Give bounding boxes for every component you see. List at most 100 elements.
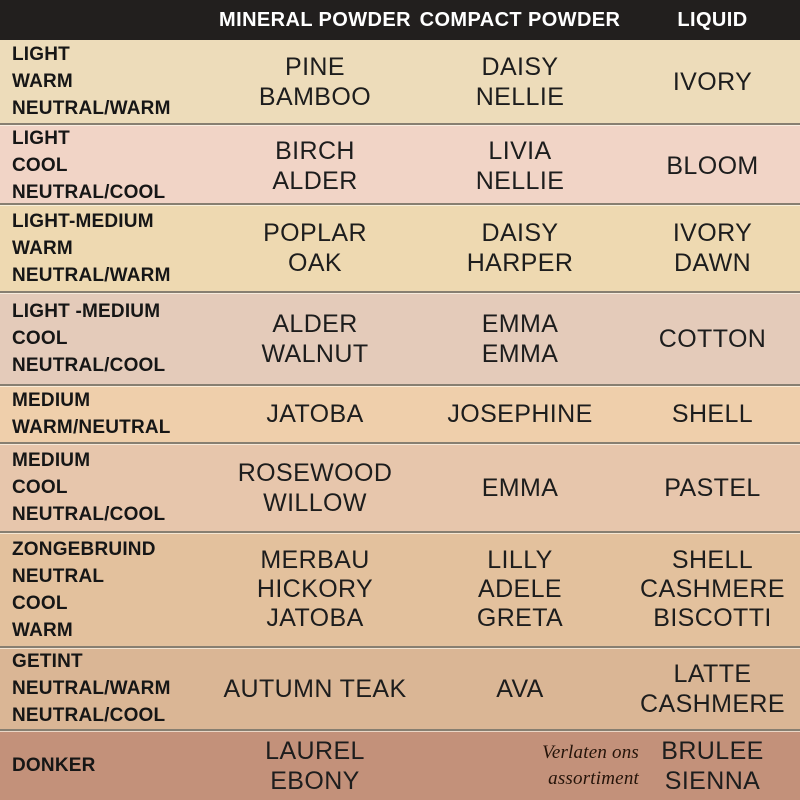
- tone-label: COOL: [12, 155, 68, 176]
- table-row-light-cool: LIGHT COOL NEUTRAL/COOL BIRCH ALDER LIVI…: [0, 123, 800, 203]
- shade-name: PASTEL: [664, 473, 761, 502]
- tone-label: WARM: [12, 619, 73, 641]
- shade-name: AVA: [496, 674, 544, 703]
- table-row-zongebruind: ZONGEBRUIND NEUTRAL COOL WARM MERBAU HIC…: [0, 531, 800, 646]
- table-row-light-medium-warm: LIGHT-MEDIUM WARM NEUTRAL/WARM POPLAR OA…: [0, 203, 800, 291]
- tone-label: WARM: [12, 71, 73, 92]
- tone-label: NEUTRAL/WARM: [12, 264, 171, 286]
- liquid-shades: BRULEE SIENNA: [625, 731, 800, 800]
- shade-name: BLOOM: [666, 151, 759, 180]
- shade-name: BAMBOO: [258, 82, 372, 111]
- tone-label: DONKER: [12, 755, 96, 776]
- shade-name: POPLAR: [263, 219, 367, 247]
- shade-name: CASHMERE: [640, 689, 785, 718]
- shade-name: LIVIA: [488, 136, 552, 165]
- shade-name: WALNUT: [261, 339, 369, 368]
- shade-name: AUTUMN TEAK: [223, 674, 407, 703]
- shade-name: SHELL: [671, 546, 754, 574]
- shade-name: ALDER: [272, 309, 358, 338]
- tone-label: COOL: [12, 328, 68, 349]
- liquid-shades: SHELL: [625, 386, 800, 442]
- table-row-donker: DONKER LAUREL EBONY Verlaten ons assorti…: [0, 729, 800, 800]
- shade-name: ALDER: [272, 166, 358, 195]
- shade-name: SHELL: [671, 400, 754, 428]
- shade-name: COTTON: [658, 324, 767, 353]
- mineral-powder-shades: AUTUMN TEAK: [215, 648, 415, 729]
- tone-label: LIGHT: [12, 44, 70, 65]
- liquid-shades: SHELL CASHMERE BISCOTTI: [625, 533, 800, 646]
- shade-name: BRULEE: [661, 736, 764, 765]
- shade-name: JOSEPHINE: [447, 400, 593, 428]
- shade-name: DAISY: [481, 219, 559, 247]
- shade-name: LILLY: [487, 546, 553, 574]
- liquid-shades: IVORY DAWN: [625, 205, 800, 291]
- shade-name: LATTE: [673, 659, 752, 688]
- table-row-medium-warm: MEDIUM WARM/NEUTRAL JATOBA JOSEPHINE SHE…: [0, 384, 800, 442]
- table-header: MINERAL POWDER COMPACT POWDER LIQUID: [0, 0, 800, 40]
- shade-name: OAK: [288, 249, 342, 277]
- liquid-shades: LATTE CASHMERE: [625, 648, 800, 729]
- shade-name: JATOBA: [266, 400, 364, 428]
- shade-name: ADELE: [478, 575, 562, 603]
- shade-name: SIENNA: [664, 766, 761, 795]
- shade-name: CASHMERE: [640, 575, 785, 603]
- tone-label: WARM: [12, 237, 73, 259]
- discontinued-note-line: assortiment: [548, 767, 639, 789]
- shade-name: WILLOW: [263, 488, 367, 517]
- compact-powder-shades: DAISY NELLIE: [415, 40, 625, 123]
- shade-name: EMMA: [481, 309, 559, 338]
- shade-name: NELLIE: [475, 166, 565, 195]
- tone-label: NEUTRAL/WARM: [12, 98, 171, 119]
- shade-name: LAUREL: [265, 736, 365, 765]
- skin-tone-labels: LIGHT -MEDIUM COOL NEUTRAL/COOL: [0, 293, 215, 384]
- shade-name: GRETA: [476, 604, 564, 632]
- mineral-powder-shades: BIRCH ALDER: [215, 125, 415, 206]
- discontinued-note: Verlaten ons assortiment: [429, 731, 639, 800]
- compact-powder-shades: JOSEPHINE: [415, 386, 625, 442]
- tone-label: NEUTRAL: [12, 565, 105, 587]
- liquid-shades: BLOOM: [625, 125, 800, 206]
- shade-name: IVORY: [672, 219, 753, 247]
- table-row-medium-cool: MEDIUM COOL NEUTRAL/COOL ROSEWOOD WILLOW…: [0, 442, 800, 531]
- tone-label: WARM/NEUTRAL: [12, 417, 171, 438]
- compact-powder-shades: LILLY ADELE GRETA: [415, 533, 625, 646]
- tone-label: MEDIUM: [12, 390, 91, 411]
- tone-label: NEUTRAL/WARM: [12, 678, 171, 699]
- tone-label: NEUTRAL/COOL: [12, 182, 166, 203]
- shade-name: BISCOTTI: [653, 604, 772, 632]
- shade-name: JATOBA: [266, 604, 364, 632]
- shade-name: HARPER: [466, 249, 574, 277]
- compact-powder-shades: EMMA EMMA: [415, 293, 625, 384]
- table-row-light-warm: LIGHT WARM NEUTRAL/WARM PINE BAMBOO DAIS…: [0, 40, 800, 123]
- skin-tone-labels: LIGHT COOL NEUTRAL/COOL: [0, 125, 215, 206]
- mineral-powder-shades: PINE BAMBOO: [215, 40, 415, 123]
- discontinued-note-line: Verlaten ons: [542, 741, 639, 763]
- shade-name: EBONY: [270, 766, 360, 795]
- skin-tone-labels: LIGHT-MEDIUM WARM NEUTRAL/WARM: [0, 205, 215, 291]
- shade-name: ROSEWOOD: [237, 458, 393, 487]
- table-row-light-medium-cool: LIGHT -MEDIUM COOL NEUTRAL/COOL ALDER WA…: [0, 291, 800, 384]
- shade-name: PINE: [285, 52, 345, 81]
- liquid-shades: IVORY: [625, 40, 800, 123]
- liquid-shades: COTTON: [625, 293, 800, 384]
- mineral-powder-shades: POPLAR OAK: [215, 205, 415, 291]
- tone-label: COOL: [12, 477, 68, 498]
- mineral-powder-shades: ROSEWOOD WILLOW: [215, 444, 415, 531]
- skin-tone-labels: MEDIUM WARM/NEUTRAL: [0, 386, 215, 442]
- compact-powder-shades: LIVIA NELLIE: [415, 125, 625, 206]
- mineral-powder-shades: MERBAU HICKORY JATOBA: [215, 533, 415, 646]
- tone-label: GETINT: [12, 651, 83, 672]
- liquid-shades: PASTEL: [625, 444, 800, 531]
- skin-tone-labels: ZONGEBRUIND NEUTRAL COOL WARM: [0, 533, 215, 646]
- shade-name: EMMA: [481, 473, 559, 502]
- column-header-liquid: LIQUID: [677, 8, 748, 31]
- column-header-mineral-powder: MINERAL POWDER: [219, 8, 411, 31]
- skin-tone-labels: MEDIUM COOL NEUTRAL/COOL: [0, 444, 215, 531]
- mineral-powder-shades: ALDER WALNUT: [215, 293, 415, 384]
- mineral-powder-shades: LAUREL EBONY: [215, 731, 415, 800]
- table-row-getint: GETINT NEUTRAL/WARM NEUTRAL/COOL AUTUMN …: [0, 646, 800, 729]
- shade-name: EMMA: [481, 339, 559, 368]
- tone-label: LIGHT-MEDIUM: [12, 210, 154, 232]
- column-header-compact-powder: COMPACT POWDER: [419, 8, 621, 31]
